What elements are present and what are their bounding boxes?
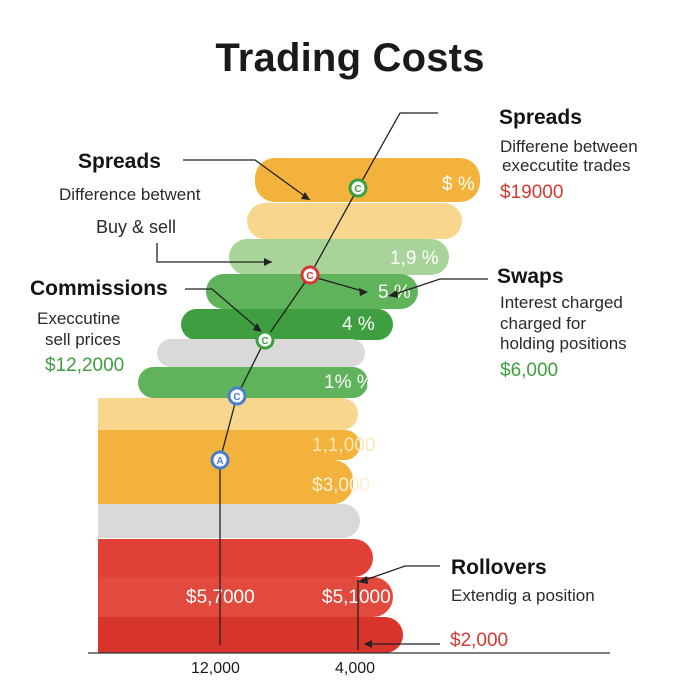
right-spreads-heading: Spreads xyxy=(499,106,582,129)
bar-label-pct3: 4 % xyxy=(342,314,375,335)
connector-left-spreads xyxy=(183,159,311,201)
bar-spreads-light xyxy=(247,203,462,239)
connector-buy-sell xyxy=(156,243,272,263)
marker-c-3: C xyxy=(255,330,275,350)
connector-rollovers xyxy=(364,565,440,581)
bar-green-2 xyxy=(181,309,393,340)
marker-a-label: A xyxy=(216,456,223,467)
right-spreads-value: $19000 xyxy=(500,182,564,203)
arrowhead-swaps xyxy=(388,290,398,298)
left-commissions-line1: Execcutine xyxy=(37,309,121,328)
left-commissions-line2: sell prices xyxy=(45,330,121,349)
bar-light-green xyxy=(229,239,449,275)
arrowhead-2000 xyxy=(364,640,372,648)
page-title: Trading Costs xyxy=(215,36,485,80)
bar-label-amt1: 1,1,000 xyxy=(312,435,376,456)
bar-label-pct4: 1% % xyxy=(324,372,374,393)
right-swaps-line2: charged for xyxy=(500,314,586,333)
right-rollovers-line1: Extendig a position xyxy=(451,586,595,605)
right-rollovers-value: $2,000 xyxy=(450,630,509,651)
connector-swaps xyxy=(394,278,488,295)
bar-red-1 xyxy=(98,539,373,577)
left-spreads-heading: Spreads xyxy=(78,150,161,173)
arrowhead-red-marker xyxy=(359,288,368,296)
right-rollovers-heading: Rollovers xyxy=(451,556,547,579)
connector-commissions xyxy=(185,288,263,333)
bar-label-pct1: 1,9 % xyxy=(390,248,439,269)
bar-light-orange-big xyxy=(98,398,358,430)
arrowhead-rollovers xyxy=(358,576,368,584)
left-spreads-line2: Buy & sell xyxy=(96,217,177,237)
bar-label-amt2: $3,000 xyxy=(312,475,371,496)
axis-tick-1: 12,000 xyxy=(191,660,240,677)
right-swaps-heading: Swaps xyxy=(497,265,564,288)
bar-red-2 xyxy=(98,577,393,617)
marker-c-1-label: C xyxy=(354,184,361,195)
marker-a: A xyxy=(210,450,230,470)
right-swaps-value: $6,000 xyxy=(500,360,559,381)
bar-green-3 xyxy=(138,367,368,398)
right-spreads-line2: execcutite trades xyxy=(502,156,631,175)
left-commissions-heading: Commissions xyxy=(30,277,168,300)
arrowhead-commissions xyxy=(253,323,262,332)
axis-tick-2: 4,000 xyxy=(335,660,376,677)
marker-c-4-label: C xyxy=(233,392,240,403)
bar-red-3 xyxy=(98,617,403,653)
right-swaps-line3: holding positions xyxy=(500,334,627,353)
left-commissions-value: $12,2000 xyxy=(45,355,125,376)
arrowhead-left-spreads xyxy=(301,192,310,200)
right-swaps-line1: Interest charged xyxy=(500,293,623,312)
bar-orange-1 xyxy=(98,430,360,460)
marker-c-1: C xyxy=(348,178,368,198)
bar-gray-2 xyxy=(98,504,360,538)
bar-label-amt4: $5,1000 xyxy=(322,587,391,608)
bar-spreads-top xyxy=(255,158,480,202)
connector-red-marker xyxy=(309,275,367,293)
marker-c-2: C xyxy=(300,265,320,285)
bar-label-top: $ % xyxy=(442,174,475,195)
arrowhead-buy-sell xyxy=(264,258,272,266)
left-spreads-line1: Difference betwent xyxy=(59,185,201,204)
right-spreads-line1: Differene between xyxy=(500,137,638,156)
marker-c-4: C xyxy=(227,386,247,406)
connector-main-line xyxy=(219,112,438,645)
marker-c-3-label: C xyxy=(261,336,268,347)
marker-c-2-label: C xyxy=(306,271,313,282)
